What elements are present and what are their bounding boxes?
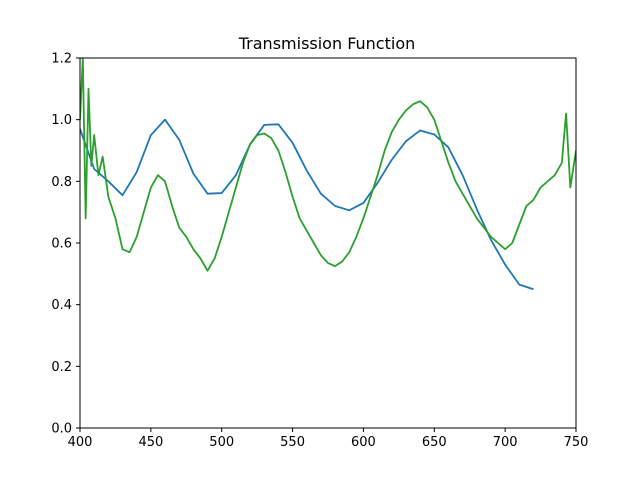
x-tick-label: 750 (564, 435, 589, 450)
x-tick-label: 700 (493, 435, 518, 450)
ticks-layer: 400 450 500 550 600 650 700 750 0.0 0.2 0.4 0.6 0.8 1… (51, 52, 588, 451)
series-line-0 (80, 118, 534, 291)
series-line-1 (80, 58, 576, 272)
x-tick-label: 600 (351, 435, 376, 450)
chart-title: Transmission Function (238, 34, 416, 53)
y-tick-label: 1.2 (51, 52, 72, 67)
y-tick-label: 0.4 (51, 298, 72, 313)
y-tick-label: 0.2 (51, 360, 72, 375)
x-tick-label: 500 (209, 435, 234, 450)
y-tick-label: 1.0 (51, 113, 72, 128)
x-tick-label: 450 (138, 435, 163, 450)
y-tick-label: 0.0 (51, 422, 72, 437)
y-tick-label: 0.6 (51, 237, 72, 252)
x-tick-label: 550 (280, 435, 305, 450)
plot-frame (79, 57, 577, 429)
y-tick-label: 0.8 (51, 175, 72, 190)
series-layer (80, 58, 576, 291)
x-tick-label: 400 (68, 435, 93, 450)
x-tick-label: 650 (422, 435, 447, 450)
